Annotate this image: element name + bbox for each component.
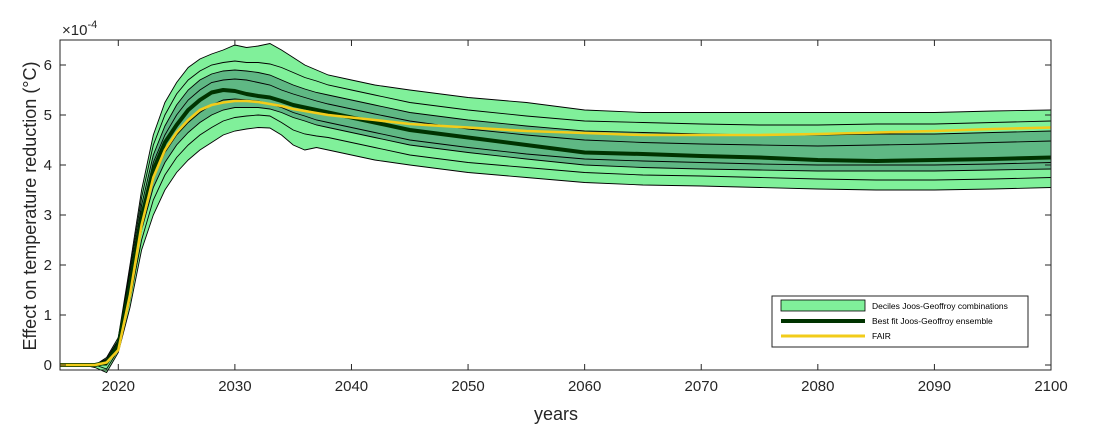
- series-line-decile-20: [60, 114, 1052, 370]
- series-line-best-fit: [60, 88, 1052, 367]
- x-tick-label: 2090: [918, 378, 951, 395]
- series-line-fair: [60, 99, 1052, 367]
- x-tick-label: 2060: [568, 378, 601, 395]
- legend: Deciles Joos-Geoffroy combinations Best …: [771, 295, 1029, 348]
- legend-label-best-fit: Best fit Joos-Geoffroy ensemble: [872, 316, 993, 326]
- series-line-decile-10: [60, 127, 1052, 374]
- decile-band-outer: [60, 43, 1051, 373]
- exponent-label: ×10-4: [62, 19, 97, 39]
- y-tick-label: 6: [44, 57, 52, 74]
- legend-label-deciles: Deciles Joos-Geoffroy combinations: [872, 301, 1008, 311]
- series-line-decile-80: [60, 60, 1052, 366]
- y-tick-label: 4: [44, 157, 52, 174]
- plot-area: [60, 43, 1052, 374]
- decile-band-inner: [60, 70, 1051, 365]
- x-tick-label: 2030: [218, 378, 251, 395]
- x-tick-label: 2070: [685, 378, 718, 395]
- y-tick-label: 3: [44, 207, 52, 224]
- y-tick-label: 1: [44, 307, 52, 324]
- x-tick-label: 2080: [801, 378, 834, 395]
- x-tick-label: 2020: [102, 378, 135, 395]
- y-tick-label: 2: [44, 257, 52, 274]
- x-tick-label: 2050: [451, 378, 484, 395]
- y-axis-label: Effect on temperature reduction (°C): [20, 61, 40, 350]
- x-tick-label: 2040: [335, 378, 368, 395]
- y-tick-label: 5: [44, 107, 52, 124]
- series-line-decile-90: [60, 43, 1052, 366]
- x-axis-label: years: [534, 404, 578, 424]
- legend-swatch-deciles: [780, 299, 866, 312]
- axes-box: [59, 39, 1052, 371]
- y-tick-label: 0: [44, 357, 52, 374]
- legend-label-fair: FAIR: [872, 331, 891, 341]
- axis-ticks: 2020 2030 2040 2050 2060 2070 2080 2090 2100 0 1 2 3…: [44, 40, 1068, 395]
- x-tick-label: 2100: [1034, 378, 1067, 395]
